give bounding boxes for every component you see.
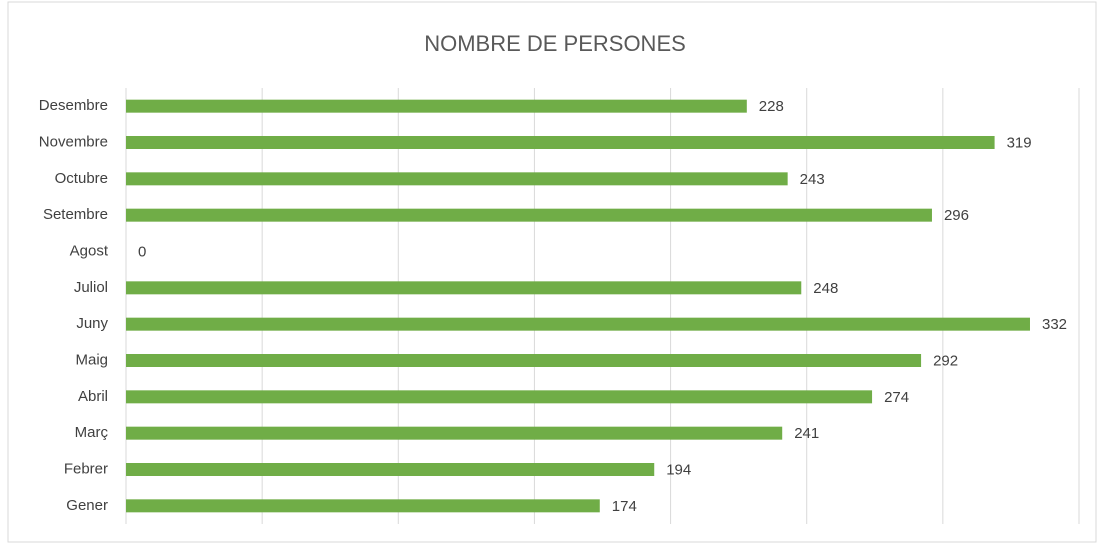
y-tick-label: Maig — [75, 351, 108, 368]
data-label: 274 — [884, 389, 909, 406]
bar — [126, 354, 922, 367]
y-tick-label: Març — [75, 424, 109, 441]
y-tick-label: Agost — [70, 242, 109, 259]
data-label: 332 — [1042, 316, 1067, 333]
y-tick-label: Desembre — [39, 97, 108, 114]
bar — [126, 99, 747, 113]
y-tick-label: Setembre — [43, 206, 108, 223]
bar — [126, 426, 783, 440]
y-tick-label: Febrer — [64, 460, 108, 477]
bar — [126, 281, 802, 295]
data-label: 0 — [138, 243, 146, 260]
bar — [126, 390, 873, 404]
y-tick-label: Juny — [76, 315, 108, 332]
y-tick-label: Juliol — [74, 279, 108, 296]
data-label: 292 — [933, 352, 958, 369]
data-label: 228 — [759, 98, 784, 115]
data-label: 296 — [944, 207, 969, 224]
y-tick-label: Gener — [66, 497, 108, 514]
data-label: 174 — [612, 498, 637, 515]
chart-border — [7, 1, 1097, 543]
data-label: 248 — [813, 280, 838, 297]
data-label: 241 — [794, 425, 819, 442]
data-label: 243 — [800, 171, 825, 188]
y-tick-label: Octubre — [55, 170, 108, 187]
data-label: 319 — [1007, 134, 1032, 151]
data-label: 194 — [666, 461, 691, 478]
bar — [126, 499, 600, 513]
bar — [126, 208, 932, 222]
chart-title: NOMBRE DE PERSONES — [424, 31, 686, 56]
y-tick-label: Abril — [78, 388, 108, 405]
bar — [126, 463, 655, 476]
bar — [126, 136, 995, 149]
y-tick-label: Novembre — [39, 133, 108, 150]
bar — [126, 317, 1030, 331]
bar — [126, 172, 788, 186]
